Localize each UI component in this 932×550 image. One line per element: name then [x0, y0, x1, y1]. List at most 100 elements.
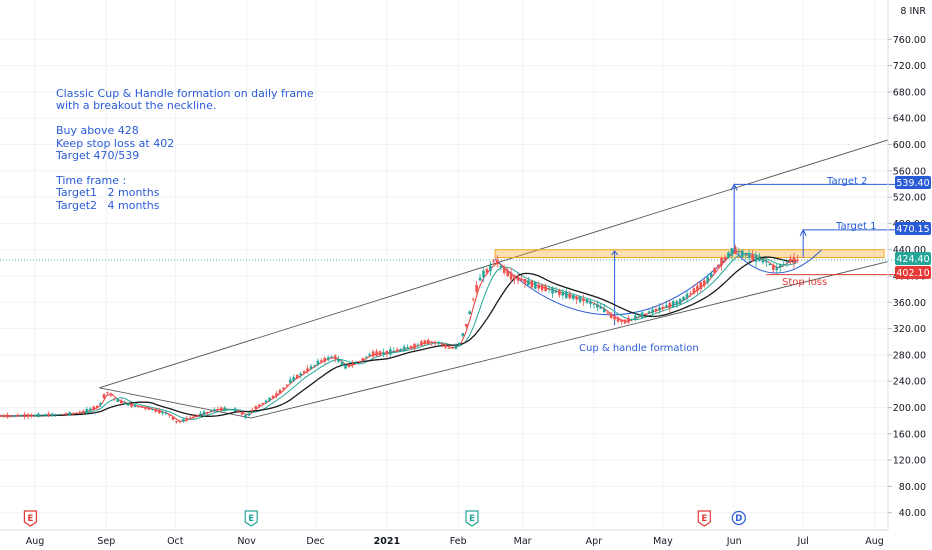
candle-body: [785, 261, 789, 263]
candle-body: [685, 293, 689, 299]
candle-body: [592, 303, 596, 305]
candle-body: [254, 406, 258, 409]
candle-body: [423, 340, 427, 345]
candle-body: [596, 304, 599, 308]
candle-body: [630, 318, 634, 320]
candle-body: [161, 411, 164, 414]
candle-body: [485, 269, 489, 274]
candle-body: [789, 258, 792, 262]
candle-body: [454, 345, 458, 349]
candle-body: [230, 409, 233, 411]
candle-body: [727, 252, 730, 259]
candle-body: [433, 342, 437, 344]
candle-body: [451, 347, 454, 349]
candle-body: [188, 417, 192, 419]
candle-body: [292, 377, 296, 381]
candle-body: [758, 258, 761, 261]
candle-body: [206, 411, 209, 413]
candle-body: [64, 413, 68, 415]
candle-body: [644, 313, 647, 315]
cup-depth-arrow: [611, 250, 618, 256]
time-tick-label: Oct: [167, 536, 184, 547]
candle-body: [199, 413, 202, 416]
candle-body: [354, 362, 358, 364]
candle-body: [671, 301, 675, 308]
candle-body: [523, 278, 527, 285]
candle-body: [499, 265, 503, 268]
price-tick-label: 680.00: [893, 87, 926, 98]
price-tick-label: 240.00: [893, 377, 926, 388]
price-tick-label: 80.00: [899, 482, 926, 493]
candle-body: [540, 284, 544, 291]
time-axis[interactable]: Aug Sep Oct Nov Dec 2021 Feb Mar Apr May Jun Jul Aug: [0, 529, 888, 547]
event-marker-letter: D: [735, 514, 742, 524]
candle-body: [468, 311, 471, 315]
candle-body: [761, 258, 765, 263]
candle-body: [561, 292, 565, 296]
moving-average-line: [0, 252, 797, 420]
candle-body: [516, 276, 520, 281]
candle-body: [399, 349, 402, 351]
candle-body: [275, 393, 278, 397]
price-tick-label: 120.00: [893, 456, 926, 467]
candle-body: [240, 412, 244, 415]
candle-body: [420, 341, 423, 346]
note-line: Classic Cup & Handle formation on daily …: [56, 87, 314, 100]
candle-body: [658, 307, 661, 311]
candle-body: [744, 254, 747, 256]
target2-label: Target 2: [826, 176, 867, 187]
price-tick-label: 520.00: [893, 193, 926, 204]
moving-averages: [0, 250, 797, 422]
last-price-text: 424.40: [896, 254, 929, 265]
candle-body: [223, 407, 227, 411]
cup-handle-curve: [494, 249, 822, 326]
candle-body: [268, 397, 271, 401]
candle-body: [33, 414, 37, 416]
price-tick-label: 320.00: [893, 324, 926, 335]
candle-body: [40, 415, 44, 416]
candle-body: [582, 298, 585, 302]
candle-body: [340, 361, 344, 366]
candle-body: [271, 395, 275, 398]
candle-body: [302, 371, 306, 374]
time-tick-label: Feb: [450, 536, 467, 547]
candle-body: [389, 349, 392, 355]
candle-body: [382, 352, 385, 354]
candle-body: [320, 360, 323, 362]
candle-body: [427, 339, 430, 345]
candle-body: [509, 272, 513, 280]
candle-body: [709, 273, 713, 278]
time-tick-label: Dec: [306, 536, 324, 547]
earnings-marker: [23, 510, 37, 527]
candle-body: [575, 296, 578, 300]
candle-body: [647, 311, 651, 314]
candle-body: [109, 395, 113, 396]
candle-body: [50, 413, 54, 417]
price-tick-label: 640.00: [893, 114, 926, 125]
candle-body: [264, 400, 268, 403]
candle-body: [578, 296, 582, 302]
candle-body: [703, 280, 706, 286]
candle-body: [44, 414, 47, 417]
price-axis[interactable]: 760.00 720.00 680.00 640.00 600.00 560.00 520.…: [887, 0, 926, 530]
candle-body: [661, 307, 665, 309]
note-line: Buy above 428: [56, 124, 139, 138]
candle-body: [237, 410, 240, 412]
candle-body: [589, 301, 592, 304]
candle-body: [375, 351, 378, 357]
candle-body: [282, 387, 285, 389]
candle-body: [747, 254, 751, 259]
candle-body: [778, 264, 782, 268]
candle-body: [740, 250, 744, 257]
candle-body: [261, 402, 264, 405]
candle-body: [713, 267, 716, 274]
candle-body: [385, 350, 389, 355]
candle-body: [123, 402, 126, 404]
candle-body: [30, 414, 33, 417]
earnings-marker: [697, 510, 711, 527]
candle-body: [247, 413, 251, 416]
candle-body: [699, 282, 703, 290]
candle-body: [185, 417, 189, 421]
